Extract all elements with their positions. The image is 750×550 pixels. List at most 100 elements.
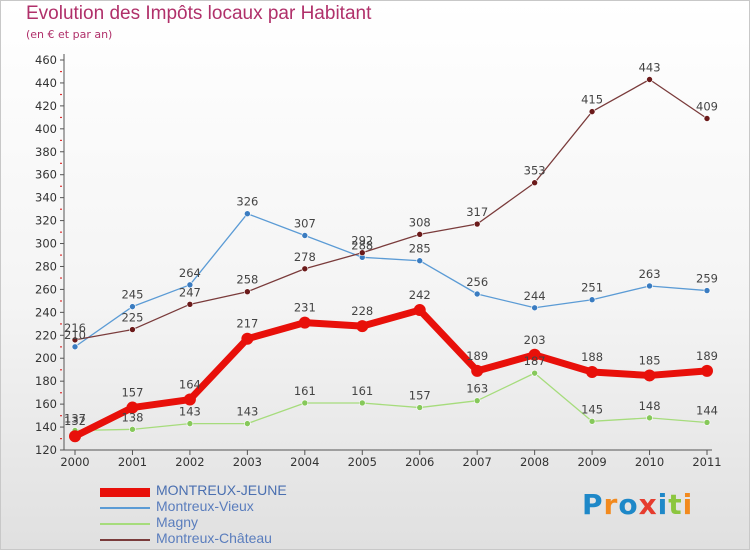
data-label-montreux-jeune: 132 — [64, 414, 86, 428]
data-point-magny — [301, 399, 309, 407]
data-label-montreux-jeune: 189 — [696, 349, 718, 363]
y-minor-tick — [60, 323, 62, 325]
y-tick-label: 180 — [35, 374, 57, 388]
legend-swatch — [100, 539, 150, 541]
y-tick-label: 360 — [35, 168, 57, 182]
data-label-montreux-vieux: 210 — [64, 328, 86, 342]
y-minor-tick — [60, 300, 62, 302]
chart-title: Evolution des Impôts locaux par Habitant — [26, 3, 372, 24]
data-point-montreux-vieux — [71, 343, 79, 351]
data-label-magny: 143 — [179, 405, 201, 419]
data-label-montreux-vieux: 256 — [466, 275, 488, 289]
data-point-magny — [416, 404, 424, 411]
data-label-montreux-vieux: 288 — [351, 238, 373, 252]
series-line-magny — [74, 372, 708, 432]
data-point-montreux-jeune — [183, 393, 196, 406]
y-tick-label: 200 — [35, 351, 57, 365]
x-tick-label: 2007 — [463, 455, 492, 469]
y-minor-tick — [60, 70, 62, 73]
data-point-montreux-vieux — [646, 282, 653, 290]
data-point-montreux-jeune — [356, 320, 369, 333]
data-point-magny — [244, 420, 251, 427]
data-point-montreux-jeune — [586, 366, 599, 378]
data-point-montreux-chateau — [71, 336, 79, 344]
data-point-montreux-jeune — [241, 332, 254, 345]
data-point-montreux-jeune — [701, 364, 713, 377]
data-point-magny — [531, 369, 538, 377]
data-label-magny: 161 — [351, 384, 373, 398]
data-point-montreux-vieux — [531, 304, 538, 312]
data-point-montreux-vieux — [301, 232, 309, 239]
y-tick-label: 380 — [35, 145, 57, 159]
data-label-montreux-chateau: 292 — [351, 234, 373, 248]
data-label-montreux-chateau: 308 — [409, 215, 431, 229]
data-label-montreux-vieux: 307 — [294, 217, 316, 231]
data-label-montreux-jeune: 203 — [524, 333, 546, 347]
series-line-montreux-vieux — [74, 213, 708, 348]
data-point-montreux-chateau — [646, 76, 653, 83]
data-point-montreux-chateau — [186, 301, 194, 308]
data-label-magny: 143 — [236, 405, 258, 419]
data-point-montreux-chateau — [301, 265, 309, 273]
series-line-montreux-jeune — [71, 306, 711, 440]
data-label-montreux-jeune: 217 — [236, 317, 258, 331]
x-tick-label: 2003 — [233, 455, 262, 469]
data-point-montreux-jeune — [126, 401, 139, 414]
y-minor-tick — [60, 415, 62, 417]
data-label-montreux-chateau: 353 — [524, 164, 546, 178]
axes: 120 140 160 180 200 220 240 260 280 300 320 340 360 3… — [35, 53, 722, 469]
data-label-montreux-vieux: 245 — [121, 288, 143, 302]
data-point-montreux-jeune — [528, 348, 541, 361]
data-label-magny: 145 — [581, 402, 603, 416]
legend-swatch — [100, 523, 150, 525]
data-label-montreux-chateau: 415 — [581, 93, 603, 107]
data-label-montreux-chateau: 443 — [639, 61, 661, 75]
data-label-montreux-vieux: 264 — [179, 266, 201, 280]
legend-swatch — [100, 507, 150, 509]
data-point-montreux-vieux — [416, 257, 424, 265]
y-minor-tick — [60, 392, 62, 394]
y-tick-label: 400 — [35, 122, 57, 136]
data-label-montreux-jeune: 189 — [466, 349, 488, 363]
y-minor-tick — [60, 208, 62, 210]
legend-label: Magny — [156, 514, 199, 530]
x-tick-label: 2009 — [577, 455, 606, 469]
y-tick-label: 320 — [35, 214, 57, 228]
data-label-magny: 161 — [294, 384, 316, 398]
data-label-montreux-vieux: 285 — [409, 242, 431, 256]
data-point-montreux-vieux — [473, 290, 481, 298]
data-label-magny: 163 — [466, 382, 488, 396]
data-point-montreux-vieux — [129, 303, 136, 310]
legend-label: Montreux-Château — [156, 530, 272, 546]
y-minor-tick — [60, 162, 62, 164]
data-point-montreux-chateau — [358, 249, 366, 257]
data-label-montreux-jeune: 242 — [409, 288, 431, 302]
data-label-magny: 137 — [64, 412, 86, 426]
data-point-montreux-chateau — [416, 231, 424, 238]
data-label-montreux-jeune: 185 — [639, 353, 661, 367]
data-point-montreux-chateau — [531, 179, 538, 187]
data-point-montreux-chateau — [244, 288, 251, 296]
chart-subtitle: (en € et par an) — [26, 28, 113, 41]
data-label-montreux-jeune: 228 — [351, 304, 373, 318]
y-tick-label: 340 — [35, 191, 57, 205]
y-tick-label: 300 — [35, 237, 57, 251]
y-tick-label: 440 — [35, 76, 57, 90]
x-tick-label: 2002 — [175, 455, 204, 469]
data-point-magny — [703, 419, 711, 426]
x-tick-label: 2005 — [348, 455, 377, 469]
y-tick-label: 420 — [35, 99, 57, 113]
y-tick-label: 280 — [35, 259, 57, 273]
data-label-montreux-vieux: 263 — [639, 267, 661, 281]
x-tick-label: 2011 — [692, 455, 721, 469]
data-point-montreux-chateau — [588, 108, 596, 115]
data-label-magny: 148 — [639, 399, 661, 413]
data-label-montreux-vieux: 251 — [581, 281, 603, 295]
data-label-montreux-vieux: 244 — [524, 289, 546, 303]
y-tick-label: 460 — [35, 53, 57, 67]
data-point-magny — [129, 426, 136, 433]
data-point-montreux-vieux — [703, 287, 711, 294]
y-tick-label: 120 — [35, 443, 57, 457]
